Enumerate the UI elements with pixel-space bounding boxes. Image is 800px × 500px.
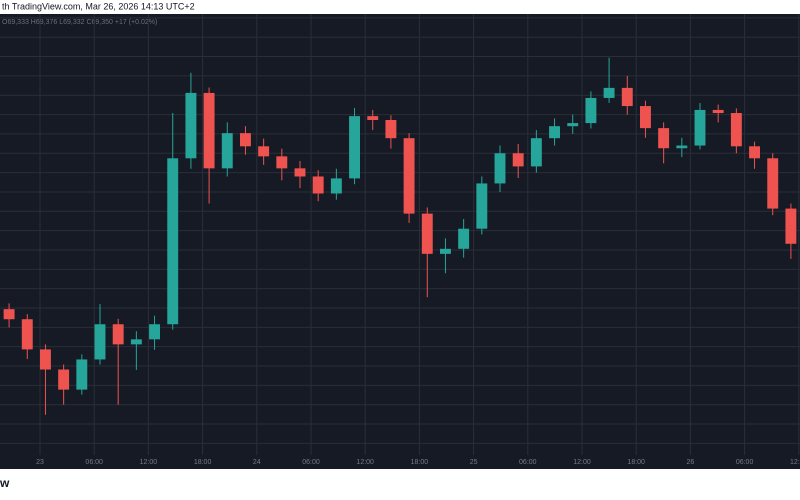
candle-body xyxy=(58,369,70,390)
ohlc-legend: O69,333 H69,376 L69,332 C69,350 +17 (+0.… xyxy=(2,19,157,26)
candle-body xyxy=(240,133,251,147)
candle-body xyxy=(421,213,433,254)
candle-body xyxy=(330,178,342,194)
x-axis: 23 06:00 12:00 18:00 24 06:00 12:00 18:00 25 06:0… xyxy=(36,459,800,466)
candle-body xyxy=(276,156,288,169)
chart-background xyxy=(0,14,800,469)
candle-body xyxy=(3,309,15,320)
candle-body xyxy=(76,359,88,390)
x-tick-label: 18:00 xyxy=(411,459,429,466)
x-tick-label: 06:00 xyxy=(736,459,754,466)
candle-body xyxy=(367,116,379,120)
candle-body xyxy=(185,92,197,159)
candle-body xyxy=(676,145,688,149)
candle-body xyxy=(585,97,597,124)
x-tick-label: 12:00 xyxy=(790,459,800,466)
candle-body xyxy=(167,158,179,325)
x-tick-label: 12:00 xyxy=(356,459,374,466)
candle-body xyxy=(385,119,397,139)
candle-body xyxy=(603,87,615,98)
candle-body xyxy=(349,116,360,179)
x-tick-label: 06:00 xyxy=(85,459,103,466)
x-tick-label: 23 xyxy=(36,459,44,466)
candle-body xyxy=(40,349,51,370)
x-tick-label: 12:00 xyxy=(573,459,591,466)
x-tick-label: 06:00 xyxy=(519,459,537,466)
caption: th TradingView.com, Mar 26, 2026 14:13 U… xyxy=(2,1,195,11)
candle-body xyxy=(221,133,233,169)
candle-body xyxy=(749,146,760,159)
grid xyxy=(0,14,800,455)
candle-body xyxy=(440,248,451,254)
candle-body xyxy=(767,158,779,209)
candle-body xyxy=(712,109,724,114)
candle-body xyxy=(21,319,33,350)
candle-body xyxy=(94,324,106,360)
candle-body xyxy=(567,123,579,127)
candle-body xyxy=(476,183,488,229)
x-tick-label: 06:00 xyxy=(302,459,320,466)
candle-body xyxy=(730,113,742,147)
candle-body xyxy=(458,228,470,249)
candle-body xyxy=(640,106,651,129)
logo: w xyxy=(0,476,10,490)
candle-body xyxy=(658,128,670,149)
x-tick-label: 25 xyxy=(470,459,478,466)
x-tick-label: 26 xyxy=(687,459,695,466)
candle-body xyxy=(512,153,524,167)
candle-body xyxy=(203,92,215,169)
candles xyxy=(3,57,797,415)
candle-body xyxy=(149,324,160,340)
candle-body xyxy=(530,138,542,167)
candle-body xyxy=(294,168,306,177)
x-tick-label: 18:00 xyxy=(194,459,212,466)
x-tick-label: 18:00 xyxy=(627,459,645,466)
candle-body xyxy=(403,138,415,214)
candle-body xyxy=(112,324,124,345)
x-tick-label: 24 xyxy=(253,459,261,466)
candle-body xyxy=(694,109,706,146)
candle-body xyxy=(785,208,797,244)
candle-body xyxy=(621,87,633,107)
candle-body xyxy=(258,146,270,157)
candle-body xyxy=(312,176,324,194)
candle-body xyxy=(494,153,506,184)
candle-body xyxy=(130,339,142,345)
x-tick-label: 12:00 xyxy=(140,459,158,466)
candle-body xyxy=(549,126,560,139)
